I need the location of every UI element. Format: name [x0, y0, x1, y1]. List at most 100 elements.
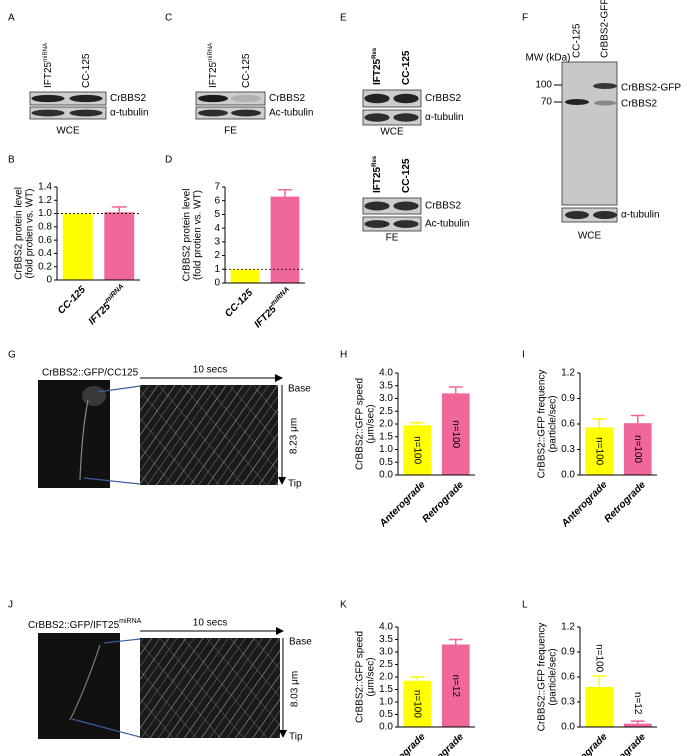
- fraction-label: FE: [224, 126, 237, 137]
- panel-letter: E: [340, 13, 347, 24]
- y-axis-label: CrBBS2::GFP frequency: [537, 370, 548, 479]
- y-tick-label: 2.0: [379, 672, 393, 683]
- panel-letter: I: [522, 350, 525, 361]
- y-axis-label: CrBBS2 protein level: [14, 187, 25, 280]
- y-tick-label: 0.4: [38, 248, 52, 259]
- band-label: CrBBS2-GFP: [621, 83, 681, 94]
- band-label: Ac-tubulin: [269, 108, 313, 119]
- y-tick-label: 0.2: [38, 261, 52, 272]
- tip-label: Tip: [289, 732, 303, 743]
- base-label: Base: [289, 637, 312, 648]
- y-tick-label: 4.0: [379, 622, 393, 633]
- y-tick-label: 0.6: [561, 419, 575, 430]
- y-axis-label: CrBBS2 protein level: [182, 189, 193, 282]
- y-tick-label: 1.2: [561, 368, 575, 379]
- y-tick-label: 0.3: [561, 697, 575, 708]
- band: [31, 109, 65, 117]
- y-tick-label: 0.5: [379, 457, 393, 468]
- error-bar: [448, 638, 463, 645]
- y-tick-label: 1.0: [379, 444, 393, 455]
- panel-letter: K: [340, 600, 347, 611]
- band-label: CrBBS2: [269, 93, 306, 104]
- band-label: CrBBS2: [110, 93, 147, 104]
- panel-letter: F: [522, 13, 528, 24]
- y-tick-label: 1.0: [38, 208, 52, 219]
- y-tick-label: 3.5: [379, 380, 393, 391]
- bar: [623, 423, 652, 475]
- tip-label: Tip: [288, 479, 302, 490]
- time-label: 10 secs: [193, 618, 227, 629]
- zoom-line: [83, 477, 141, 485]
- panel-letter: B: [8, 155, 15, 166]
- y-axis-label: (fold protien vs. WT): [193, 190, 204, 280]
- cell-body: [82, 386, 106, 406]
- zoom-line: [71, 718, 141, 738]
- lane-label: IFT25Res: [372, 155, 383, 193]
- kymograph-overlay: [140, 385, 278, 485]
- base-label: Base: [288, 384, 311, 395]
- kymograph-overlay: [140, 638, 280, 738]
- bar: [623, 723, 652, 727]
- x-tick-label: IFT25miRNA: [251, 286, 295, 330]
- y-tick-label: 0.8: [38, 221, 52, 232]
- y-tick-label: 0.6: [561, 672, 575, 683]
- kymo-label: CrBBS2::GFP/CC125: [42, 368, 139, 379]
- band: [565, 211, 589, 219]
- lane-label: CrBBS2-GFP: [600, 0, 611, 58]
- fraction-label: WCE: [380, 127, 404, 138]
- band-label: Ac-tubulin: [425, 219, 469, 230]
- y-axis-label: (μm/sec): [366, 657, 377, 696]
- flagellum: [79, 399, 89, 481]
- band: [393, 201, 419, 211]
- y-tick-label: 3.5: [379, 634, 393, 645]
- bar: [441, 644, 470, 727]
- y-tick-label: 0: [46, 275, 52, 286]
- category-text: Anterograde: [377, 731, 428, 756]
- band-label: α-tubulin: [110, 108, 149, 119]
- bar: [62, 213, 93, 280]
- lane-label-sup: miRNA: [43, 43, 49, 62]
- kymo-label-text: CrBBS2::GFP/IFT25: [28, 620, 120, 631]
- bar: [270, 196, 300, 283]
- cell-image: [38, 633, 120, 739]
- category-text: Anterograde: [377, 479, 428, 530]
- band: [231, 109, 261, 117]
- y-tick-label: 0.6: [38, 235, 52, 246]
- bar-label: n=100: [632, 435, 643, 464]
- band: [393, 220, 419, 228]
- category-sup: miRNA: [104, 283, 125, 304]
- y-tick-label: 7: [214, 182, 220, 193]
- mw-title: MW (kDa): [526, 53, 571, 64]
- kymo-label: CrBBS2::GFP/IFT25miRNA: [28, 618, 142, 630]
- x-tick-label: Anterograde: [559, 731, 610, 756]
- category-text: Retrograde: [420, 731, 466, 756]
- error-bar: [277, 188, 293, 197]
- y-tick-label: 0.0: [561, 722, 575, 733]
- lane-label: CC-125: [81, 53, 92, 88]
- x-tick-label: Anterograde: [377, 479, 428, 530]
- fraction-label: FE: [386, 233, 399, 244]
- category-text: Anterograde: [559, 731, 610, 756]
- band-label: CrBBS2: [425, 201, 462, 212]
- lane-label: CC-125: [241, 53, 252, 88]
- error-bar: [410, 421, 425, 426]
- lane-label-text: IFT25: [43, 61, 54, 88]
- lane-label-text: IFT25: [372, 166, 383, 193]
- band: [364, 220, 390, 228]
- kymograph-g: CrBBS2::GFP/CC125 10 secs Base 8.23 μm T…: [38, 365, 311, 490]
- lane-label: CC-125: [401, 50, 412, 85]
- y-tick-label: 2: [214, 250, 220, 261]
- x-tick-label: CC-125: [223, 287, 255, 319]
- y-tick-label: 0: [214, 278, 220, 289]
- band: [593, 211, 617, 219]
- zoom-line: [97, 385, 141, 393]
- x-tick-label: IFT25miRNA: [86, 283, 130, 327]
- bar-label: n=100: [594, 437, 605, 466]
- mw-mark: 100: [535, 80, 552, 91]
- band-label: α-tubulin: [621, 210, 660, 221]
- error-bar: [630, 414, 645, 424]
- band: [69, 94, 103, 103]
- y-tick-label: 3: [214, 236, 220, 247]
- category-text: Retrograde: [602, 731, 648, 756]
- y-tick-label: 3.0: [379, 393, 393, 404]
